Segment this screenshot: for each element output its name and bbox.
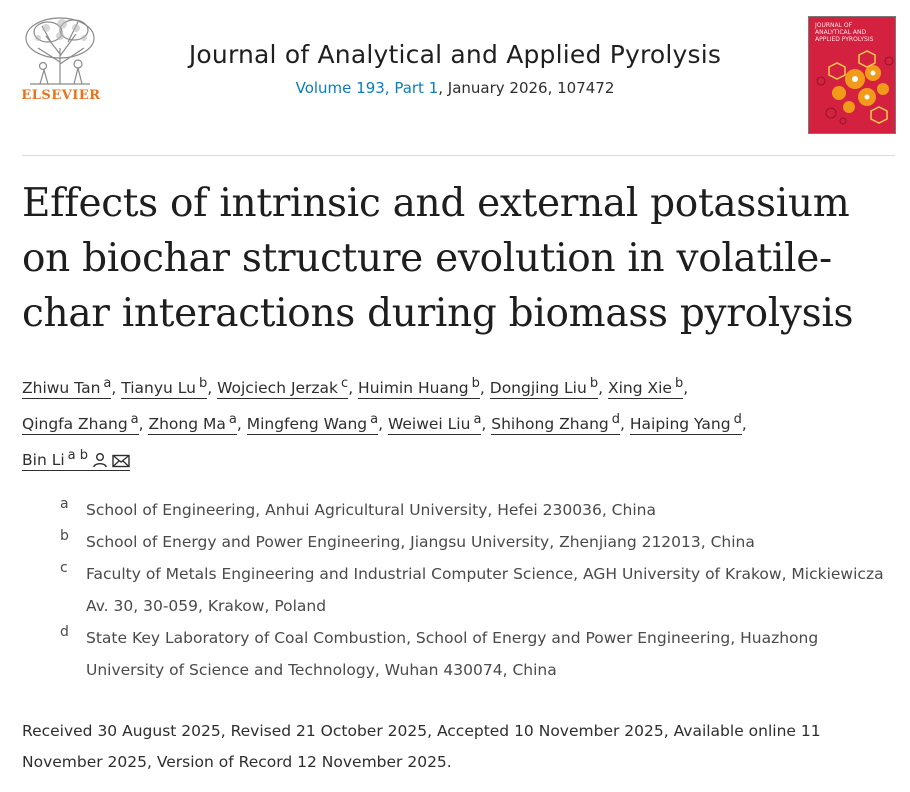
author-name-link[interactable]: Shihong Zhang d (491, 412, 620, 435)
author-name-link[interactable]: Dongjing Liu b (489, 376, 599, 399)
author-item: Wojciech Jerzak c, (217, 376, 359, 399)
volume-link[interactable]: Volume 193, Part 1 (295, 79, 439, 97)
affiliation-text: School of Energy and Power Engineering, … (86, 533, 755, 551)
author-list: Zhiwu Tan a, Tianyu Lu b, Wojciech Jerzak c… (22, 368, 892, 479)
affiliation-item: d State Key Laboratory of Coal Combustio… (60, 622, 900, 686)
author-name-link[interactable]: Tianyu Lu b (121, 376, 208, 399)
author-item: Bin Li a b (22, 448, 130, 471)
affiliation-letter: c (60, 560, 68, 576)
author-item: Mingfeng Wang a, (246, 412, 388, 435)
affiliation-marker[interactable]: a (228, 412, 237, 427)
author-name-link[interactable]: Zhong Ma a (148, 412, 237, 435)
affiliation-list: a School of Engineering, Anhui Agricultu… (60, 494, 900, 686)
author-item: Dongjing Liu b, (489, 376, 608, 399)
author-item: Huimin Huang b, (358, 376, 490, 399)
affiliation-marker[interactable]: b (589, 376, 599, 391)
cover-journal-title: Journal of Analytical and Applied Pyroly… (815, 22, 874, 43)
author-name-link[interactable]: Bin Li a b (22, 448, 130, 471)
author-name-link[interactable]: Mingfeng Wang a (246, 412, 379, 435)
elsevier-tree-logo-icon[interactable] (18, 14, 102, 106)
author-name-link[interactable]: Qingfa Zhang a (22, 412, 139, 435)
author-item: Zhiwu Tan a, (22, 376, 122, 399)
affiliation-marker[interactable]: a (473, 412, 482, 427)
author-item: Weiwei Liu a, (387, 412, 492, 435)
article-title: Effects of intrinsic and external potass… (22, 181, 854, 336)
author-item: Zhong Ma a, (148, 412, 247, 435)
mail-icon[interactable] (112, 447, 130, 479)
publisher-name: ELSEVIER (21, 88, 101, 103)
issue-details: , January 2026, 107472 (438, 79, 615, 97)
affiliation-marker[interactable]: b (674, 376, 684, 391)
affiliation-marker[interactable]: b (198, 376, 208, 391)
journal-cover-thumbnail[interactable]: Journal of Analytical and Applied Pyroly… (808, 16, 896, 134)
author-name-link[interactable]: Zhiwu Tan a (22, 376, 112, 399)
affiliation-marker[interactable]: d (733, 412, 742, 427)
affiliation-item: b School of Energy and Power Engineering… (60, 526, 900, 558)
affiliation-marker[interactable]: a (370, 412, 379, 427)
publication-history: Received 30 August 2025, Revised 21 Octo… (22, 722, 821, 771)
person-icon[interactable] (92, 447, 108, 479)
author-name-link[interactable]: Weiwei Liu a (387, 412, 482, 435)
author-item: Xing Xie b, (607, 376, 689, 399)
author-item: Tianyu Lu b, (121, 376, 218, 399)
affiliation-text: Faculty of Metals Engineering and Indust… (86, 565, 884, 615)
affiliation-marker[interactable]: c (341, 376, 349, 391)
affiliation-marker[interactable]: a (130, 412, 139, 427)
cover-art-icon (816, 50, 894, 125)
affiliation-marker[interactable]: a (103, 376, 112, 391)
author-name-link[interactable]: Huimin Huang b (358, 376, 480, 399)
affiliation-letter: d (60, 624, 69, 640)
header-divider (22, 155, 895, 156)
journal-title[interactable]: Journal of Analytical and Applied Pyroly… (188, 40, 722, 69)
issue-line: Volume 193, Part 1, January 2026, 107472 (110, 79, 800, 97)
affiliation-letter: a (60, 496, 69, 512)
author-name-link[interactable]: Haiping Yang d (629, 412, 742, 435)
affiliation-item: c Faculty of Metals Engineering and Indu… (60, 558, 900, 622)
author-item: Shihong Zhang d, (491, 412, 630, 435)
affiliation-item: a School of Engineering, Anhui Agricultu… (60, 494, 900, 526)
affiliation-text: State Key Laboratory of Coal Combustion,… (86, 629, 819, 679)
affiliation-marker[interactable]: a b (67, 448, 88, 463)
author-name-link[interactable]: Xing Xie b (607, 376, 684, 399)
author-name-link[interactable]: Wojciech Jerzak c (217, 376, 349, 399)
affiliation-letter: b (60, 528, 69, 544)
affiliation-marker[interactable]: d (611, 412, 620, 427)
article-header: ELSEVIER Journal of Analytical and Appli… (0, 0, 910, 150)
journal-info: Journal of Analytical and Applied Pyroly… (110, 40, 800, 97)
affiliation-text: School of Engineering, Anhui Agricultura… (86, 501, 656, 519)
author-item: Qingfa Zhang a, (22, 412, 149, 435)
affiliation-marker[interactable]: b (471, 376, 480, 391)
author-item: Haiping Yang d, (629, 412, 747, 435)
